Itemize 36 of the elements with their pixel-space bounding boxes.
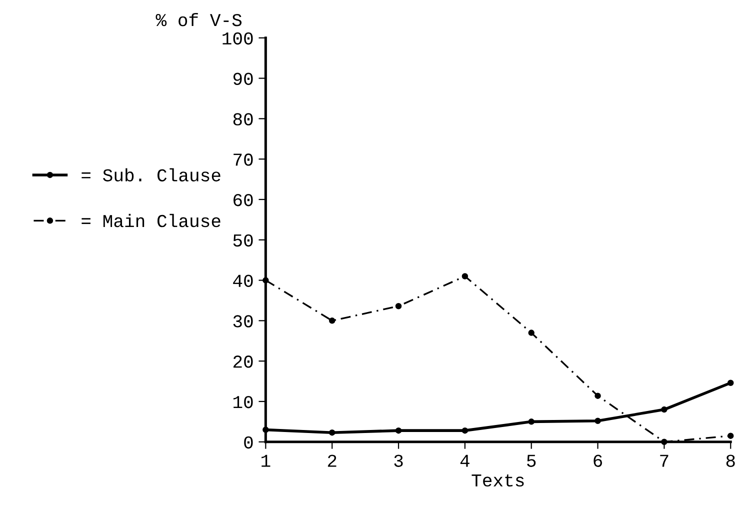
x-tick-label: 2 bbox=[328, 454, 336, 467]
y-tick-label: 90 bbox=[233, 72, 253, 85]
point bbox=[528, 418, 534, 425]
x-tick-label: 7 bbox=[660, 454, 668, 467]
point bbox=[661, 406, 668, 413]
legend-label: = Main Clause bbox=[82, 214, 220, 228]
y-tick-label: 40 bbox=[233, 274, 253, 287]
x-axis-title: Texts bbox=[472, 474, 524, 487]
x-tick-label: 3 bbox=[394, 454, 403, 467]
point bbox=[594, 418, 601, 424]
point bbox=[727, 380, 734, 386]
x-tick-label: 1 bbox=[262, 454, 270, 467]
y-tick-label: 100 bbox=[222, 32, 253, 45]
y-tick-label: 80 bbox=[233, 113, 253, 126]
x-tick-label: 5 bbox=[527, 454, 536, 467]
point bbox=[328, 429, 336, 436]
point bbox=[462, 427, 468, 434]
point bbox=[594, 392, 601, 399]
point bbox=[727, 432, 734, 439]
y-tick-label: 10 bbox=[234, 396, 253, 408]
y-tick-label: 50 bbox=[233, 234, 253, 247]
y-axis-title: % of V-S bbox=[156, 12, 242, 26]
y-tick-label: 30 bbox=[233, 315, 253, 328]
point bbox=[462, 273, 468, 280]
y-tick-label: 20 bbox=[233, 356, 253, 368]
point bbox=[328, 318, 336, 324]
legend-label: = Sub. Clause bbox=[82, 168, 220, 182]
point bbox=[395, 427, 402, 434]
x-tick-label: 8 bbox=[726, 454, 735, 467]
y-tick-label: 70 bbox=[234, 154, 253, 166]
point bbox=[528, 330, 534, 336]
y-tick-label: 60 bbox=[234, 194, 253, 206]
y-tick-label: 0 bbox=[244, 436, 253, 449]
point bbox=[395, 303, 402, 310]
x-tick-label: 4 bbox=[460, 454, 470, 467]
x-tick-label: 6 bbox=[594, 454, 602, 467]
